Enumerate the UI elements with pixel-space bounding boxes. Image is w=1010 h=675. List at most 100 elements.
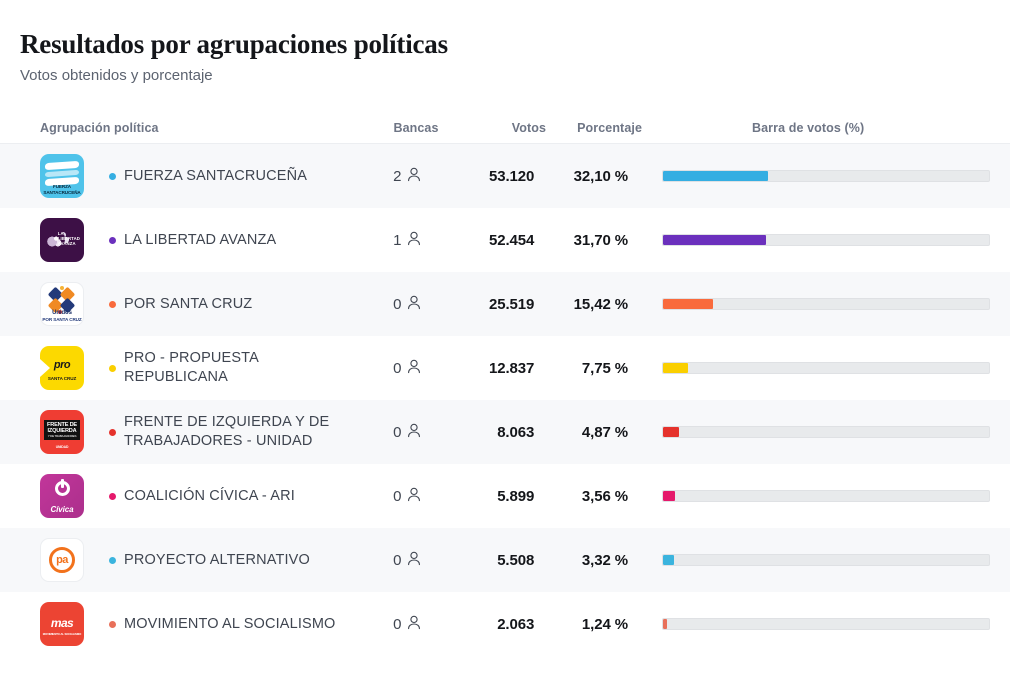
table-row[interactable]: FUERZA SANTACRUCEÑA FUERZA SANTACRUCEÑA 2…: [0, 144, 1010, 208]
column-header-party: Agrupación política: [40, 120, 159, 135]
party-color-dot: [109, 236, 116, 244]
bar-cell: [628, 170, 990, 182]
vote-bar-track: [662, 426, 990, 438]
votes-value: 5.508: [497, 551, 535, 569]
party-name: FUERZA SANTACRUCEÑA: [124, 167, 308, 184]
page-heading: Resultados por agrupaciones políticas Vo…: [0, 0, 1010, 86]
table-row[interactable]: pro SANTA CRUZ PRO - PROPUESTA REPUBLICA…: [0, 336, 1010, 400]
party-color-dot: [109, 556, 116, 564]
percent-value: 32,10 %: [573, 167, 628, 185]
vote-bar-fill: [663, 363, 689, 373]
party-cell: LA LIBERTAD AVANZA LA LIBERTAD AVANZA: [20, 218, 362, 262]
party-name: MOVIMIENTO AL SOCIALISMO: [124, 615, 336, 632]
seats-value: 0: [393, 551, 402, 569]
user-icon: [407, 359, 421, 378]
table-row[interactable]: Unidos POR SANTA CRUZ POR SANTA CRUZ 0 25…: [0, 272, 1010, 336]
column-header-seats: Bancas: [393, 120, 439, 135]
party-color-dot: [109, 172, 116, 180]
column-header-votes: Votos: [511, 120, 546, 135]
seats-value: 1: [393, 231, 402, 249]
party-color-dot: [109, 428, 116, 436]
party-cell: FUERZA SANTACRUCEÑA FUERZA SANTACRUCEÑA: [20, 154, 362, 198]
vote-bar-track: [662, 490, 990, 502]
seats-value: 2: [393, 167, 402, 185]
seats-value: 0: [393, 423, 402, 441]
percent-value: 4,87 %: [581, 423, 628, 441]
vote-bar-fill: [663, 171, 768, 181]
party-name: COALICIÓN CÍVICA - ARI: [124, 487, 295, 504]
seats-cell: 2: [362, 167, 452, 186]
party-name: PROYECTO ALTERNATIVO: [124, 551, 310, 568]
votes-value: 8.063: [497, 423, 535, 441]
vote-bar-fill: [663, 555, 674, 565]
bar-cell: [628, 234, 990, 246]
seats-value: 0: [393, 487, 402, 505]
votes-value: 12.837: [488, 359, 535, 377]
vote-bar-track: [662, 362, 990, 374]
percent-value: 1,24 %: [581, 615, 628, 633]
table-body: FUERZA SANTACRUCEÑA FUERZA SANTACRUCEÑA 2…: [0, 144, 1010, 656]
seats-cell: 0: [362, 359, 452, 378]
seats-value: 0: [393, 295, 402, 313]
party-logo: FUERZA SANTACRUCEÑA: [40, 154, 84, 198]
votes-value: 25.519: [488, 295, 535, 313]
vote-bar-track: [662, 618, 990, 630]
seats-value: 0: [393, 615, 402, 633]
party-name: LA LIBERTAD AVANZA: [124, 231, 277, 248]
vote-bar-fill: [663, 427, 679, 437]
vote-bar-track: [662, 554, 990, 566]
seats-cell: 0: [362, 487, 452, 506]
percent-value: 3,56 %: [581, 487, 628, 505]
party-name: PRO - PROPUESTA REPUBLICANA: [124, 350, 259, 385]
seats-cell: 0: [362, 295, 452, 314]
vote-bar-track: [662, 298, 990, 310]
seats-cell: 0: [362, 423, 452, 442]
party-color-dot: [109, 364, 116, 372]
party-cell: Unidos POR SANTA CRUZ POR SANTA CRUZ: [20, 282, 362, 326]
bar-cell: [628, 362, 990, 374]
party-color-dot: [109, 300, 116, 308]
vote-bar-fill: [663, 235, 767, 245]
table-row[interactable]: FRENTE DE IZQUIERDA Y DE TRABAJADORES UNI…: [0, 400, 1010, 464]
page-subtitle: Votos obtenidos y porcentaje: [20, 67, 213, 84]
seats-cell: 0: [362, 551, 452, 570]
votes-value: 53.120: [488, 167, 535, 185]
bar-cell: [628, 426, 990, 438]
table-row[interactable]: LA LIBERTAD AVANZA LA LIBERTAD AVANZA 1 52…: [0, 208, 1010, 272]
party-logo: pro SANTA CRUZ: [40, 346, 84, 390]
bar-cell: [628, 298, 990, 310]
party-cell: pro SANTA CRUZ PRO - PROPUESTA REPUBLICA…: [20, 346, 362, 390]
percent-value: 31,70 %: [573, 231, 628, 249]
party-logo: LA LIBERTAD AVANZA: [40, 218, 84, 262]
vote-bar-track: [662, 234, 990, 246]
seats-value: 0: [393, 359, 402, 377]
party-cell: mas MOVIMIENTO AL SOCIALISMO MOVIMIENTO …: [20, 602, 362, 646]
percent-value: 3,32 %: [581, 551, 628, 569]
table-row[interactable]: Cívica COALICIÓN CÍVICA - ARI 0 5.899 3,…: [0, 464, 1010, 528]
party-color-dot: [109, 492, 116, 500]
page-title: Resultados por agrupaciones políticas: [20, 29, 448, 59]
votes-value: 52.454: [488, 231, 535, 249]
user-icon: [407, 295, 421, 314]
user-icon: [407, 487, 421, 506]
user-icon: [407, 615, 421, 634]
party-cell: Cívica COALICIÓN CÍVICA - ARI: [20, 474, 362, 518]
party-logo: pa: [40, 538, 84, 582]
user-icon: [407, 423, 421, 442]
votes-value: 2.063: [497, 615, 535, 633]
bar-cell: [628, 554, 990, 566]
table-row[interactable]: pa PROYECTO ALTERNATIVO 0 5.508 3,32 %: [0, 528, 1010, 592]
party-logo: FRENTE DE IZQUIERDA Y DE TRABAJADORES UNI…: [40, 410, 84, 454]
percent-value: 15,42 %: [573, 295, 628, 313]
column-header-percent: Porcentaje: [577, 120, 642, 135]
party-cell: FRENTE DE IZQUIERDA Y DE TRABAJADORES UNI…: [20, 410, 362, 454]
party-logo: Unidos POR SANTA CRUZ: [40, 282, 84, 326]
bar-cell: [628, 618, 990, 630]
user-icon: [407, 551, 421, 570]
vote-bar-fill: [663, 299, 714, 309]
table-header-row: Agrupación política Bancas Votos Porcent…: [0, 112, 1010, 144]
votes-value: 5.899: [497, 487, 535, 505]
bar-cell: [628, 490, 990, 502]
table-row[interactable]: mas MOVIMIENTO AL SOCIALISMO MOVIMIENTO …: [0, 592, 1010, 656]
